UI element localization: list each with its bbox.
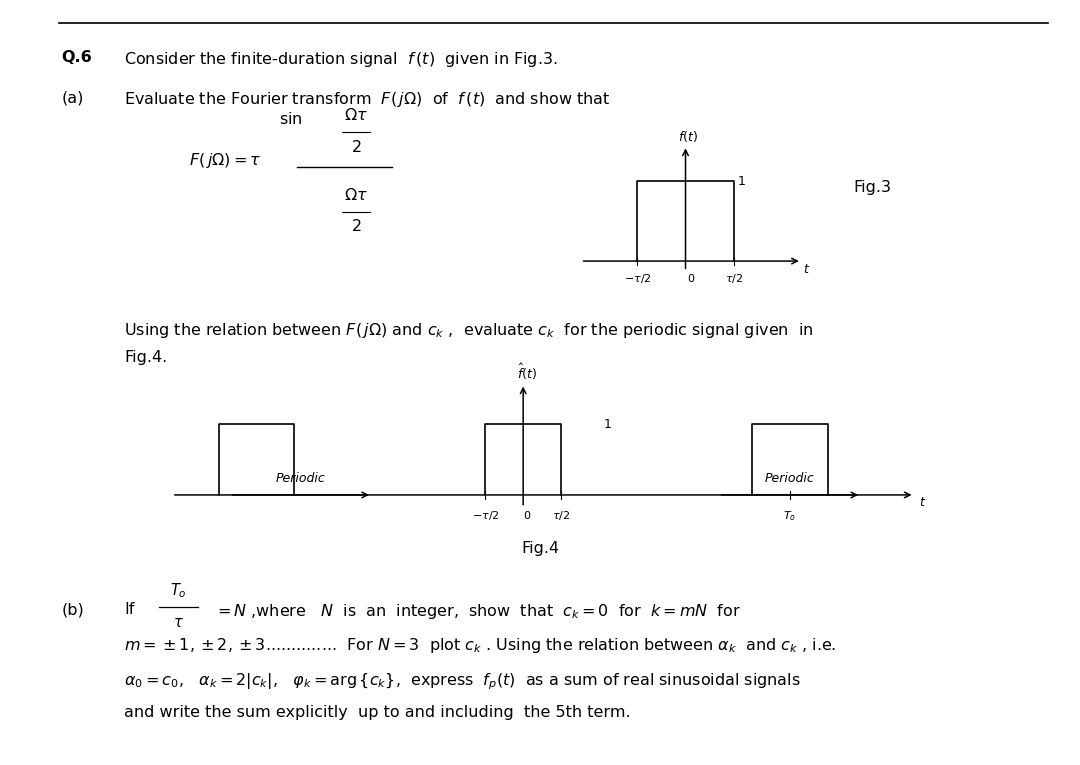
Text: Evaluate the Fourier transform  $F(\,j\Omega)$  of  $f\,(t)$  and show that: Evaluate the Fourier transform $F(\,j\Om… [124,90,610,109]
Text: $-\tau/2$: $-\tau/2$ [623,272,651,285]
Text: $= N$ ,where   $N$  is  an  integer,  show  that  $c_k = 0$  for  $k = mN$  for: $= N$ ,where $N$ is an integer, show tha… [214,602,741,621]
Text: and write the sum explicitly  up to and including  the 5th term.: and write the sum explicitly up to and i… [124,705,631,721]
Text: $0$: $0$ [524,509,531,521]
Text: $\mathrm{sin}\,$: $\mathrm{sin}\,$ [279,111,302,126]
Text: $-\tau/2$: $-\tau/2$ [472,509,499,522]
Text: (a): (a) [62,90,84,106]
Text: $\hat{f}(t)$: $\hat{f}(t)$ [516,362,537,382]
Text: $t$: $t$ [804,262,811,275]
Text: $\tau/2$: $\tau/2$ [725,272,743,285]
Text: $2$: $2$ [351,139,362,155]
Text: $\Omega\tau$: $\Omega\tau$ [345,107,368,122]
Text: Using the relation between $F(\,j\Omega)$ and $c_k$ ,  evaluate $c_k$  for the p: Using the relation between $F(\,j\Omega)… [124,321,813,340]
Text: $F(\,j\Omega) = \tau$: $F(\,j\Omega) = \tau$ [189,151,261,170]
Text: $T_o$: $T_o$ [170,581,187,600]
Text: Fig.4.: Fig.4. [124,350,167,366]
Text: $1$: $1$ [737,175,745,188]
Text: $t$: $t$ [919,496,927,509]
Text: $\alpha_0 = c_0$,   $\alpha_k = 2|c_k|$,   $\varphi_k = \arg\{c_k\}$,  express  : $\alpha_0 = c_0$, $\alpha_k = 2|c_k|$, $… [124,671,800,692]
Text: $T_o$: $T_o$ [783,509,797,522]
Text: $m = \pm 1, \pm 2, \pm 3$..............  For $N = 3$  plot $c_k$ . Using the rel: $m = \pm 1, \pm 2, \pm 3$.............. … [124,636,837,656]
Text: Fig.3: Fig.3 [853,180,891,195]
Text: $f(t)$: $f(t)$ [678,129,699,144]
Text: If: If [124,602,135,617]
Text: Fig.4: Fig.4 [521,541,559,556]
Text: Consider the finite-duration signal  $f\,(t)$  given in Fig.3.: Consider the finite-duration signal $f\,… [124,50,558,69]
Text: $0$: $0$ [687,272,696,285]
Text: (b): (b) [62,602,84,617]
Text: $\Omega\tau$: $\Omega\tau$ [345,187,368,203]
Text: Periodic: Periodic [275,472,326,485]
Text: Q.6: Q.6 [62,50,92,65]
Text: $2$: $2$ [351,218,362,233]
Text: $\tau/2$: $\tau/2$ [552,509,570,522]
Text: $\tau$: $\tau$ [173,615,184,630]
Text: $1$: $1$ [604,418,612,431]
Text: Periodic: Periodic [765,472,815,485]
